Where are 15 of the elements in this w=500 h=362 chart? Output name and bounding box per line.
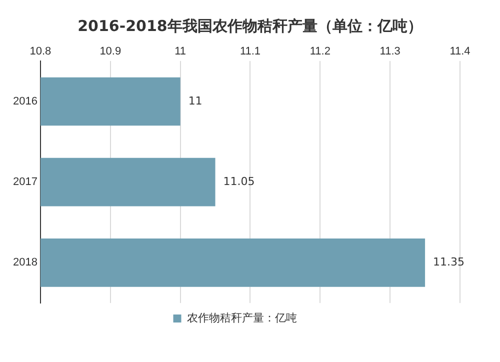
x-tick-label: 11 xyxy=(174,46,186,58)
x-tick-label: 10.9 xyxy=(100,46,122,58)
y-tick-label: 2017 xyxy=(12,176,38,188)
y-tick-label: 2018 xyxy=(12,256,38,269)
data-label: 11.05 xyxy=(223,174,255,188)
legend-label: 农作物秸秆产量：亿吨 xyxy=(186,312,297,325)
x-tick-label: 11.3 xyxy=(380,46,400,58)
x-tick-label: 11.1 xyxy=(240,46,261,58)
x-tick-label: 11.2 xyxy=(310,46,330,58)
y-tick-label: 2016 xyxy=(12,96,38,108)
data-label: 11 xyxy=(188,94,202,108)
data-label: 11.35 xyxy=(433,256,465,269)
x-tick-label: 10.8 xyxy=(30,46,52,58)
x-tick-label: 11.4 xyxy=(450,46,470,58)
chart-title: 2016-2018年我国农作物秸秆产量（单位：亿吨） xyxy=(76,16,424,37)
